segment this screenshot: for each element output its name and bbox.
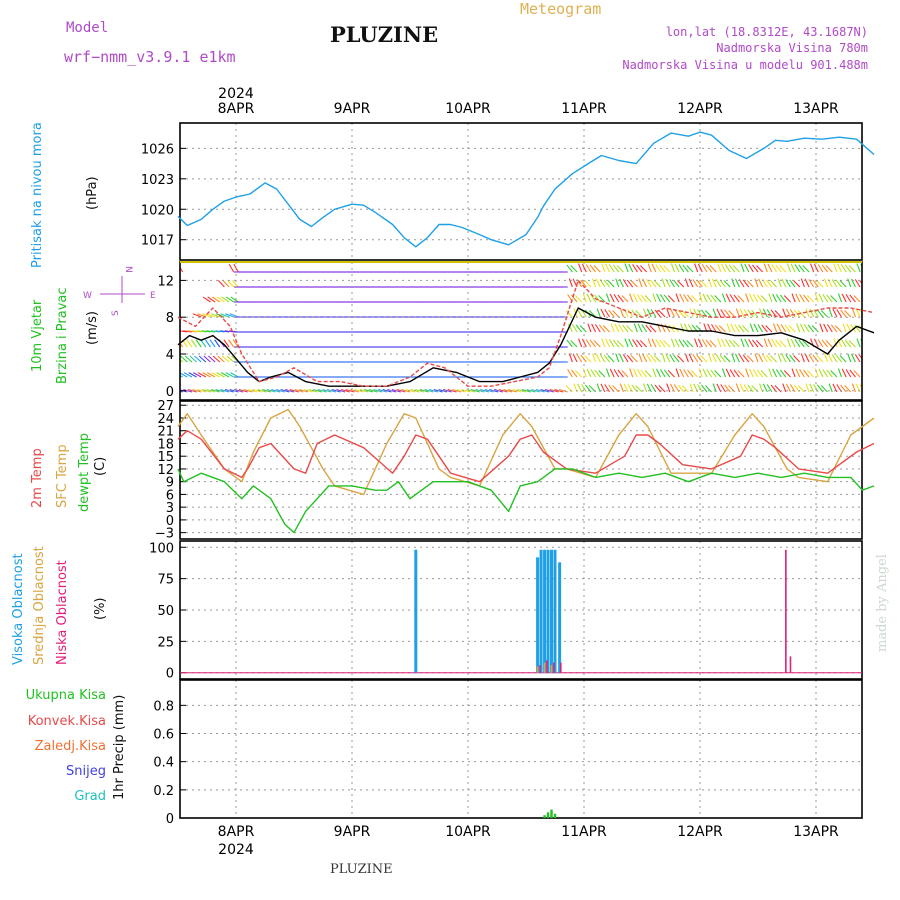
- cloud-bar: [539, 665, 541, 673]
- precip-bar: [550, 809, 553, 818]
- model-label: Model: [66, 20, 109, 36]
- clouds-tick-label: 50: [157, 604, 174, 619]
- cloud-bar: [553, 662, 555, 673]
- model-elevation-text: Nadmorska Visina u modelu 901.488m: [622, 58, 868, 72]
- clouds-frame: [179, 540, 863, 680]
- cloud-bar: [553, 549, 557, 673]
- pressure-tick-label: 1017: [141, 234, 174, 249]
- temperature-tick-label: 24: [157, 412, 174, 427]
- clouds-tick-label: 75: [157, 573, 174, 588]
- wind-direction-field: [180, 263, 862, 393]
- elevation-text: Nadmorska Visina 780m: [716, 41, 868, 55]
- precip-tick-label: 0.6: [153, 728, 174, 743]
- temperature-tick-label: 9: [166, 476, 174, 491]
- cloud-bar: [539, 549, 543, 673]
- cloud-bar: [414, 549, 418, 673]
- day-label-top: 10APR: [445, 101, 491, 117]
- cloud-bar: [546, 660, 548, 673]
- clouds-tick-label: 100: [149, 541, 174, 556]
- pressure-frame: [179, 122, 863, 261]
- wind-tick-label: 4: [166, 348, 174, 363]
- precip-bar: [543, 815, 546, 818]
- clouds-tick-label: 0: [166, 667, 174, 682]
- day-label-bottom: 11APR: [561, 824, 607, 840]
- pressure-tick-label: 1020: [141, 203, 174, 218]
- temperature-tick-label: 0: [166, 514, 174, 529]
- temperature-tick-label: 27: [157, 399, 174, 414]
- cloud-bar: [536, 557, 540, 673]
- temperature-tick-label: 15: [157, 450, 174, 465]
- temperature-tick-label: 12: [157, 463, 174, 478]
- day-label-top: 13APR: [793, 101, 839, 117]
- clouds-panel: 0 25 50 75 100: [149, 540, 863, 682]
- precip-tick-label: 0.8: [153, 699, 174, 714]
- cloud-bar: [546, 549, 550, 673]
- year-label-top: 2024: [218, 86, 254, 102]
- cloud-bar: [536, 666, 539, 673]
- cloud-bar: [785, 549, 787, 673]
- product-title: Meteogram: [520, 0, 602, 18]
- day-label-top: 9APR: [334, 101, 371, 117]
- model-name: wrf−nmm_v3.9.1 e1km: [64, 48, 236, 66]
- temperature-frame: [179, 400, 863, 540]
- day-label-top: 11APR: [561, 101, 607, 117]
- page-title: PLUZINE: [330, 22, 439, 47]
- wind-panel: 0 4 8 12: [157, 261, 863, 401]
- precip-tick-label: 0.4: [153, 756, 174, 771]
- temperature-tick-label: 18: [157, 437, 174, 452]
- precip-tick-label: 0: [166, 812, 174, 827]
- pressure-tick-label: 1023: [141, 173, 174, 188]
- cloud-bar: [543, 549, 547, 673]
- day-label-bottom: 12APR: [677, 824, 723, 840]
- footer-station: PLUZINE: [330, 862, 393, 877]
- day-label-bottom: 10APR: [445, 824, 491, 840]
- precip-bar: [553, 813, 557, 818]
- cloud-bar: [550, 549, 554, 673]
- precip-bar: [546, 812, 550, 818]
- day-label-top: 8APR: [218, 101, 255, 117]
- cloud-bar: [560, 662, 562, 673]
- clouds-tick-label: 25: [157, 635, 174, 650]
- precip-frame: [179, 679, 863, 819]
- pressure-tick-label: 1026: [141, 142, 174, 157]
- day-label-bottom: 9APR: [334, 824, 371, 840]
- day-label-top: 12APR: [677, 101, 723, 117]
- precip-panel: 0 0.2 0.4 0.6 0.8: [153, 679, 863, 827]
- wind-speed-line: [177, 307, 875, 387]
- precip-tick-label: 0.2: [153, 784, 174, 799]
- sfc-temp-line: [177, 408, 875, 496]
- temp-2m-line: [177, 430, 875, 483]
- wind-gust-line: [177, 279, 875, 387]
- temperature-tick-label: −3: [155, 527, 174, 542]
- wind-frame: [179, 261, 863, 401]
- temperature-tick-label: 6: [166, 488, 174, 503]
- day-label-bottom: 8APR: [218, 824, 255, 840]
- wind-tick-label: 8: [166, 311, 174, 326]
- cloud-bar: [550, 665, 553, 673]
- day-label-bottom: 13APR: [793, 824, 839, 840]
- wind-tick-label: 0: [166, 385, 174, 400]
- dewpoint-line: [177, 468, 875, 534]
- wind-tick-label: 12: [157, 274, 174, 289]
- temperature-tick-label: 3: [166, 501, 174, 516]
- year-label-bottom: 2024: [218, 842, 254, 858]
- temperature-tick-label: 21: [157, 425, 174, 440]
- cloud-bar: [558, 562, 562, 673]
- pressure-panel: 1017 1020 1023 1026: [141, 122, 863, 261]
- pressure-line: [177, 131, 875, 248]
- lonlat-text: lon,lat (18.8312E, 43.1687N): [665, 25, 868, 39]
- cloud-bar: [789, 656, 792, 673]
- cloud-bar: [543, 662, 546, 673]
